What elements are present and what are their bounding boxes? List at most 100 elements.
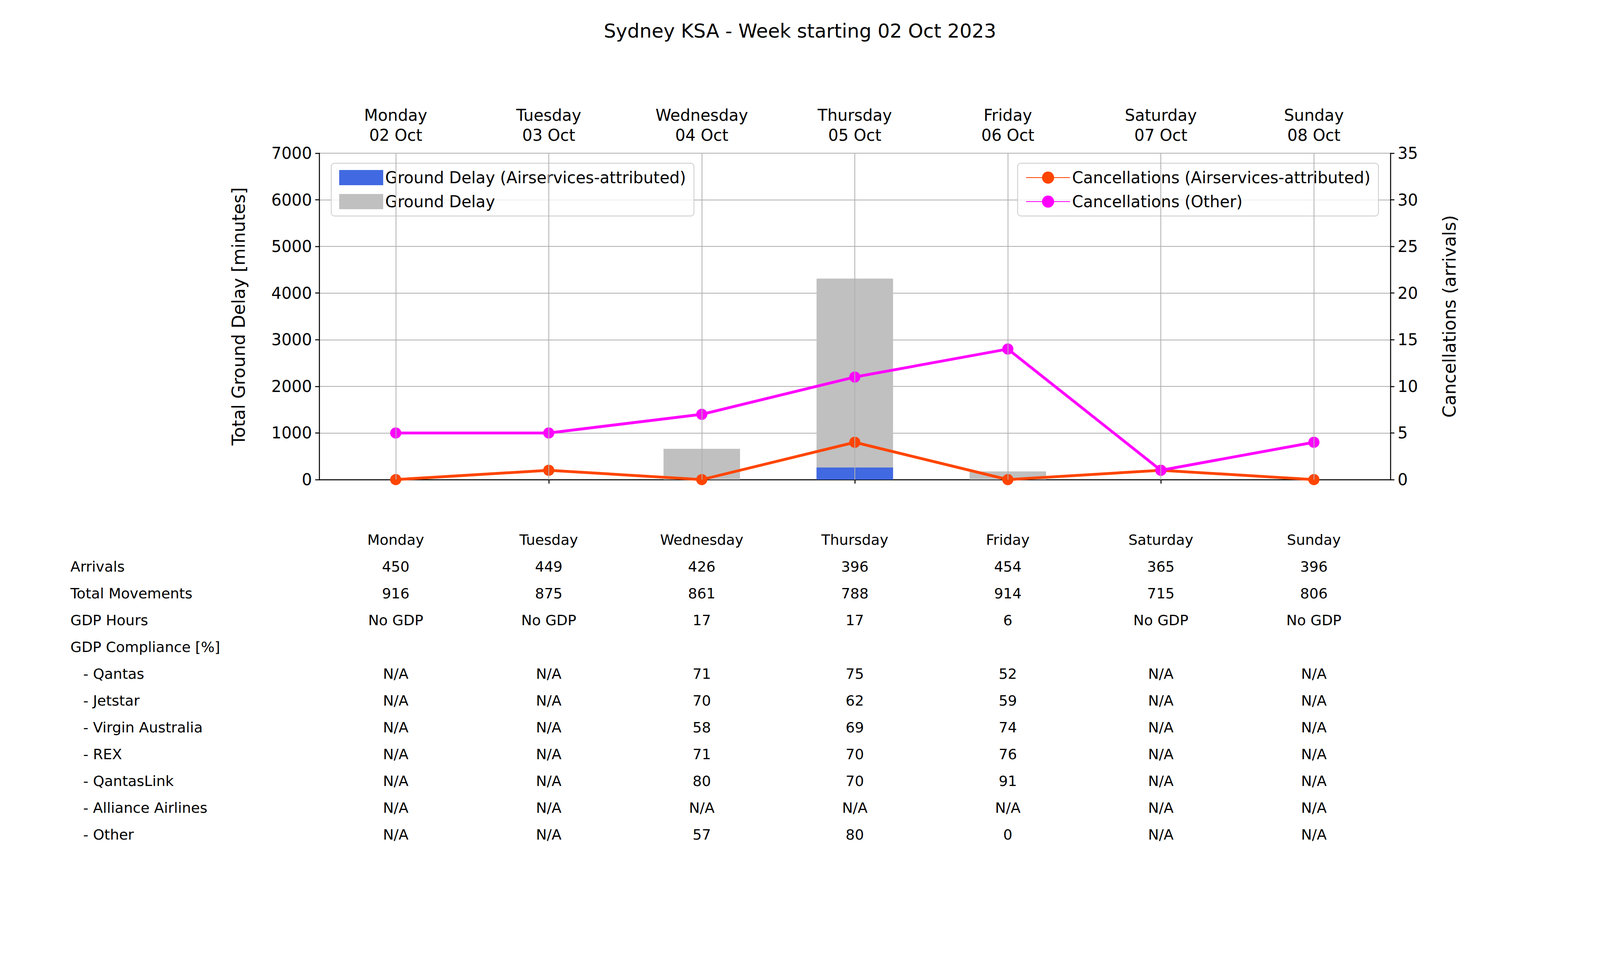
svg-text:4000: 4000 <box>271 284 312 303</box>
svg-text:Ground Delay (Airservices-attr: Ground Delay (Airservices-attributed) <box>385 168 686 187</box>
svg-text:806: 806 <box>1300 585 1328 602</box>
svg-text:- Virgin Australia: - Virgin Australia <box>83 719 203 736</box>
svg-text:Monday: Monday <box>367 531 424 548</box>
svg-text:70: 70 <box>845 772 864 790</box>
svg-text:N/A: N/A <box>536 799 562 816</box>
svg-text:1000: 1000 <box>271 423 312 442</box>
svg-text:Sunday: Sunday <box>1284 106 1344 125</box>
svg-text:05 Oct: 05 Oct <box>828 126 882 145</box>
svg-text:N/A: N/A <box>382 692 409 709</box>
svg-text:N/A: N/A <box>1148 799 1174 816</box>
svg-text:N/A: N/A <box>536 826 562 843</box>
svg-text:396: 396 <box>1300 558 1328 575</box>
svg-text:5: 5 <box>1397 423 1408 442</box>
svg-text:69: 69 <box>845 719 864 736</box>
svg-text:450: 450 <box>382 558 410 575</box>
svg-text:80: 80 <box>845 826 864 843</box>
svg-text:- Other: - Other <box>83 826 134 843</box>
svg-text:2000: 2000 <box>271 377 312 396</box>
svg-text:7000: 7000 <box>271 144 312 163</box>
svg-text:449: 449 <box>534 558 563 575</box>
svg-text:04 Oct: 04 Oct <box>675 126 729 145</box>
svg-text:N/A: N/A <box>536 719 562 736</box>
svg-text:71: 71 <box>692 746 712 763</box>
svg-text:Sunday: Sunday <box>1286 531 1341 548</box>
svg-text:52: 52 <box>998 665 1018 682</box>
svg-text:No GDP: No GDP <box>521 612 577 629</box>
svg-text:6: 6 <box>1003 612 1013 629</box>
svg-text:58: 58 <box>692 719 712 736</box>
svg-text:N/A: N/A <box>382 772 409 790</box>
svg-text:35: 35 <box>1397 144 1418 163</box>
svg-text:N/A: N/A <box>536 746 562 763</box>
svg-text:74: 74 <box>998 719 1018 736</box>
svg-text:Wednesday: Wednesday <box>655 106 749 125</box>
svg-text:Saturday: Saturday <box>1124 106 1197 125</box>
svg-text:6000: 6000 <box>271 190 312 210</box>
svg-text:914: 914 <box>994 585 1022 602</box>
svg-text:Friday: Friday <box>986 531 1030 548</box>
svg-text:N/A: N/A <box>842 799 868 816</box>
svg-text:- REX: - REX <box>83 746 122 763</box>
svg-text:Total Movements: Total Movements <box>70 585 193 602</box>
svg-text:0: 0 <box>1397 470 1408 489</box>
svg-text:- Alliance Airlines: - Alliance Airlines <box>83 799 208 816</box>
svg-text:Friday: Friday <box>983 106 1032 125</box>
svg-text:62: 62 <box>845 692 864 709</box>
svg-text:No GDP: No GDP <box>368 612 424 629</box>
svg-text:Saturday: Saturday <box>1128 531 1194 548</box>
svg-text:70: 70 <box>845 746 864 763</box>
svg-text:57: 57 <box>692 826 712 843</box>
svg-text:N/A: N/A <box>536 772 562 790</box>
svg-text:30: 30 <box>1397 190 1418 210</box>
svg-text:Thursday: Thursday <box>820 531 888 548</box>
svg-text:No GDP: No GDP <box>1286 612 1342 629</box>
svg-text:03 Oct: 03 Oct <box>522 126 576 145</box>
svg-text:N/A: N/A <box>1148 826 1174 843</box>
svg-text:Wednesday: Wednesday <box>660 531 744 548</box>
svg-text:N/A: N/A <box>1301 746 1327 763</box>
svg-text:Tuesday: Tuesday <box>519 531 578 548</box>
svg-text:Total Ground Delay [minutes]: Total Ground Delay [minutes] <box>228 187 249 446</box>
svg-text:- QantasLink: - QantasLink <box>83 772 174 790</box>
svg-text:70: 70 <box>692 692 712 709</box>
svg-text:0: 0 <box>302 470 312 489</box>
svg-text:75: 75 <box>845 665 864 682</box>
svg-text:Sydney KSA - Week starting 02: Sydney KSA - Week starting 02 Oct 2023 <box>603 19 996 42</box>
svg-text:76: 76 <box>998 746 1018 763</box>
svg-text:80: 80 <box>692 772 712 790</box>
svg-text:426: 426 <box>688 558 716 575</box>
svg-text:0: 0 <box>1003 826 1013 843</box>
svg-text:916: 916 <box>382 585 410 602</box>
svg-text:Cancellations (arrivals): Cancellations (arrivals) <box>1439 215 1460 418</box>
svg-text:N/A: N/A <box>1301 826 1327 843</box>
svg-text:59: 59 <box>998 692 1018 709</box>
svg-text:02 Oct: 02 Oct <box>369 126 423 145</box>
svg-text:Arrivals: Arrivals <box>70 558 125 575</box>
svg-text:N/A: N/A <box>382 746 409 763</box>
svg-text:Cancellations (Airservices-att: Cancellations (Airservices-attributed) <box>1072 168 1371 187</box>
svg-text:GDP Hours: GDP Hours <box>70 612 148 629</box>
svg-text:5000: 5000 <box>271 237 312 256</box>
svg-text:N/A: N/A <box>536 692 562 709</box>
svg-text:875: 875 <box>534 585 563 602</box>
svg-text:N/A: N/A <box>1148 746 1174 763</box>
svg-text:N/A: N/A <box>1148 692 1174 709</box>
svg-text:07 Oct: 07 Oct <box>1134 126 1188 145</box>
svg-text:10: 10 <box>1397 377 1418 396</box>
svg-text:715: 715 <box>1147 585 1175 602</box>
svg-text:17: 17 <box>692 612 712 629</box>
svg-text:N/A: N/A <box>1301 665 1327 682</box>
svg-text:91: 91 <box>998 772 1018 790</box>
svg-text:N/A: N/A <box>1301 772 1327 790</box>
svg-text:788: 788 <box>841 585 869 602</box>
svg-text:Monday: Monday <box>364 106 428 125</box>
svg-text:861: 861 <box>688 585 716 602</box>
svg-text:3000: 3000 <box>271 330 312 349</box>
svg-text:396: 396 <box>841 558 869 575</box>
svg-text:N/A: N/A <box>382 826 409 843</box>
svg-text:- Qantas: - Qantas <box>83 665 145 682</box>
svg-text:Cancellations (Other): Cancellations (Other) <box>1072 192 1243 211</box>
svg-text:20: 20 <box>1397 284 1418 303</box>
svg-text:N/A: N/A <box>1301 799 1327 816</box>
